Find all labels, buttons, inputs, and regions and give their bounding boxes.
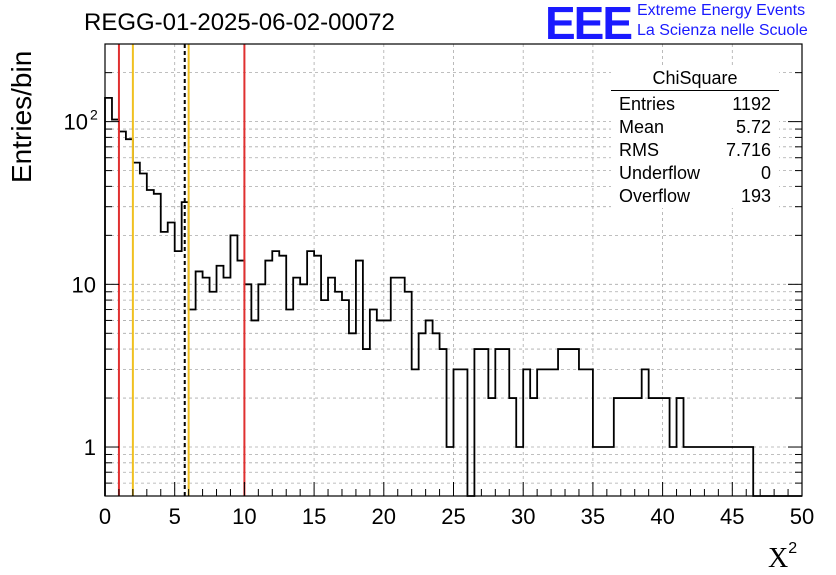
x-tick-label: 0	[99, 504, 111, 529]
stats-value: 5.72	[735, 117, 771, 137]
x-axis-label: X2	[768, 540, 797, 575]
histogram	[104, 96, 802, 497]
stats-label: Overflow	[619, 186, 691, 206]
stats-row-mean: Mean 5.72	[611, 116, 779, 139]
stats-row-entries: Entries 1192	[611, 93, 779, 116]
histogram-outline	[104, 96, 802, 497]
stats-label: Underflow	[619, 163, 701, 183]
x-tick-label: 10	[232, 504, 256, 529]
x-tick-label: 35	[581, 504, 605, 529]
x-tick-label: 45	[720, 504, 744, 529]
stats-row-underflow: Underflow 0	[611, 162, 779, 185]
stats-value: 7.716	[725, 140, 771, 160]
x-axis-label-sup: 2	[788, 540, 798, 557]
eee-logo: EEE	[545, 0, 633, 49]
stats-value: 0	[760, 163, 771, 183]
stats-row-overflow: Overflow 193	[611, 185, 779, 208]
logo-line-2: La Scienza nelle Scuole	[637, 22, 808, 39]
logo-line-1: Extreme Energy Events	[637, 2, 806, 19]
stats-row-rms: RMS 7.716	[611, 139, 779, 162]
y-axis-label: Entries/bin	[6, 50, 37, 183]
stats-label: Mean	[619, 117, 665, 137]
stats-value: 193	[740, 186, 771, 206]
x-tick-label: 30	[511, 504, 535, 529]
y-tick-label-sup: 2	[90, 107, 98, 123]
stats-label: Entries	[619, 94, 676, 114]
x-tick-label: 25	[441, 504, 465, 529]
x-tick-label: 20	[372, 504, 396, 529]
marker-lines	[117, 44, 246, 496]
x-tick-labels: 0 5 10 15 20 25 30 35 40 45 50	[99, 504, 814, 529]
x-tick-label: 5	[169, 504, 181, 529]
chart-title: REGG-01-2025-06-02-00072	[84, 9, 395, 36]
x-tick-label: 40	[650, 504, 674, 529]
y-tick-label: 1	[84, 435, 96, 460]
stats-label: RMS	[619, 140, 659, 160]
stats-title: ChiSquare	[611, 66, 779, 91]
axis-ticks	[104, 43, 803, 497]
y-tick-label: 10	[72, 272, 96, 297]
x-tick-label: 50	[790, 504, 814, 529]
stats-box: ChiSquare Entries 1192 Mean 5.72 RMS 7.716 …	[611, 66, 779, 208]
x-axis-label-base: X	[768, 543, 789, 574]
y-tick-label: 10	[64, 110, 88, 135]
x-tick-label: 15	[302, 504, 326, 529]
stats-value: 1192	[732, 94, 771, 114]
